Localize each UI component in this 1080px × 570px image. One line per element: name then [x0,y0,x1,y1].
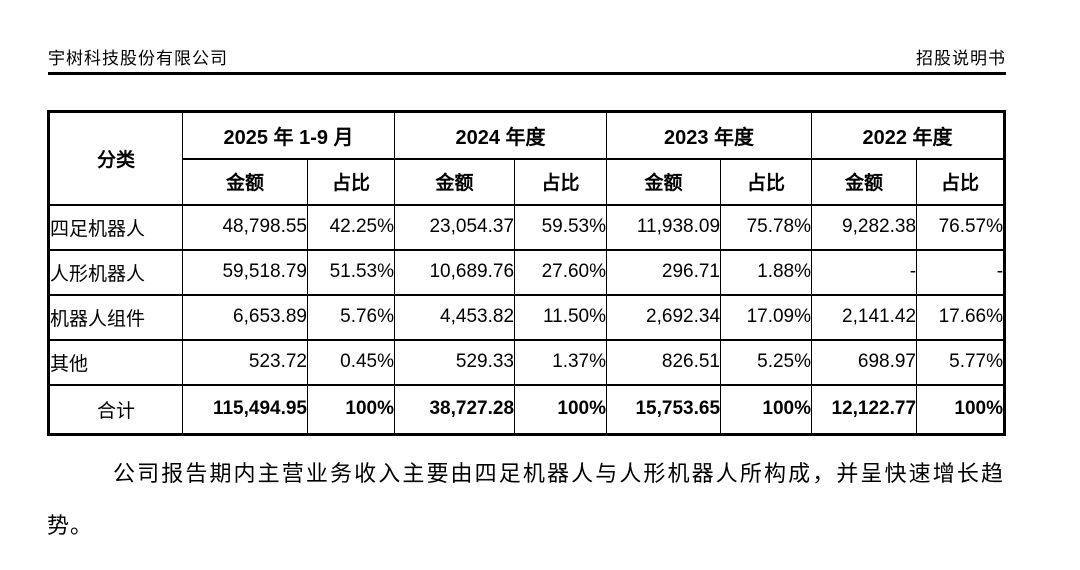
col-header-amount-2024: 金额 [394,157,516,206]
revenue-breakdown-table: 分类 2025 年 1-9 月 2024 年度 2023 年度 2022 年度 … [47,110,1007,436]
col-header-ratio-2025: 占比 [306,157,396,206]
table-row-humanoid: 人形机器人 59,518.79 51.53% 10,689.76 27.60% … [48,248,1006,296]
table-cell: 826.51 [606,338,722,386]
table-row-other: 其他 523.72 0.45% 529.33 1.37% 826.51 5.25… [48,338,1006,386]
col-header-category: 分类 [48,110,183,206]
table-cell: 2,141.42 [811,293,918,341]
table-cell: 27.60% [514,248,608,296]
table-row-quadruped: 四足机器人 48,798.55 42.25% 23,054.37 59.53% … [48,203,1006,251]
table-cell: 529.33 [394,338,516,386]
table-cell: 38,727.28 [394,383,516,436]
table-cell: 523.72 [182,338,308,386]
table-cell: 100% [916,383,1006,436]
table-cell: 12,122.77 [811,383,918,436]
table-cell: 1.88% [720,248,813,296]
row-label: 人形机器人 [48,248,183,296]
table-cell: 51.53% [306,248,396,296]
table-cell: 15,753.65 [606,383,722,436]
table-cell: 75.78% [720,203,813,251]
col-header-ratio-2024: 占比 [514,157,608,206]
row-label: 其他 [48,338,183,386]
table-cell: 23,054.37 [394,203,516,251]
body-paragraph: 公司报告期内主营业务收入主要由四足机器人与人形机器人所构成，并呈快速增长趋势。 [47,461,1004,538]
table-cell: 5.76% [306,293,396,341]
doc-title: 招股说明书 [916,49,1006,68]
row-label: 机器人组件 [48,293,183,341]
table-cell: 100% [514,383,608,436]
table-cell: 59,518.79 [182,248,308,296]
table-cell: 9,282.38 [811,203,918,251]
table-row-total: 合计 115,494.95 100% 38,727.28 100% 15,753… [48,383,1006,436]
table-cell: 115,494.95 [182,383,308,436]
table-cell: 10,689.76 [394,248,516,296]
col-header-ratio-2023: 占比 [720,157,813,206]
table-cell: 4,453.82 [394,293,516,341]
table-cell: 698.97 [811,338,918,386]
company-name: 宇树科技股份有限公司 [48,49,228,68]
col-header-period-2025: 2025 年 1-9 月 [181,110,396,160]
table-cell: 11,938.09 [606,203,722,251]
col-header-period-2023: 2023 年度 [606,110,813,160]
table-cell: 17.09% [720,293,813,341]
doc-header: 宇树科技股份有限公司 招股说明书 [48,44,1006,69]
table-cell: 76.57% [916,203,1006,251]
col-header-amount-2023: 金额 [606,157,722,206]
table-cell: - [916,248,1006,296]
table-row-components: 机器人组件 6,653.89 5.76% 4,453.82 11.50% 2,6… [48,293,1006,341]
table-cell: 59.53% [514,203,608,251]
table-cell: 48,798.55 [182,203,308,251]
col-header-period-2022: 2022 年度 [811,110,1006,160]
table-cell: 11.50% [514,293,608,341]
col-header-amount-2022: 金额 [811,157,918,206]
table-cell: 5.77% [916,338,1006,386]
table-cell: 6,653.89 [182,293,308,341]
col-header-ratio-2022: 占比 [916,157,1006,206]
table-cell: 100% [306,383,396,436]
col-header-period-2024: 2024 年度 [394,110,608,160]
col-header-amount-2025: 金额 [182,157,308,206]
table-cell: 2,692.34 [606,293,722,341]
table-cell: 42.25% [306,203,396,251]
table-cell: 1.37% [514,338,608,386]
table-cell: 0.45% [306,338,396,386]
total-row-label: 合计 [48,383,183,436]
header-rule [48,72,1006,75]
table-cell: 17.66% [916,293,1006,341]
table-cell: 296.71 [606,248,722,296]
table-cell: 100% [720,383,813,436]
row-label: 四足机器人 [48,203,183,251]
table-cell: 5.25% [720,338,813,386]
table-cell: - [811,248,918,296]
